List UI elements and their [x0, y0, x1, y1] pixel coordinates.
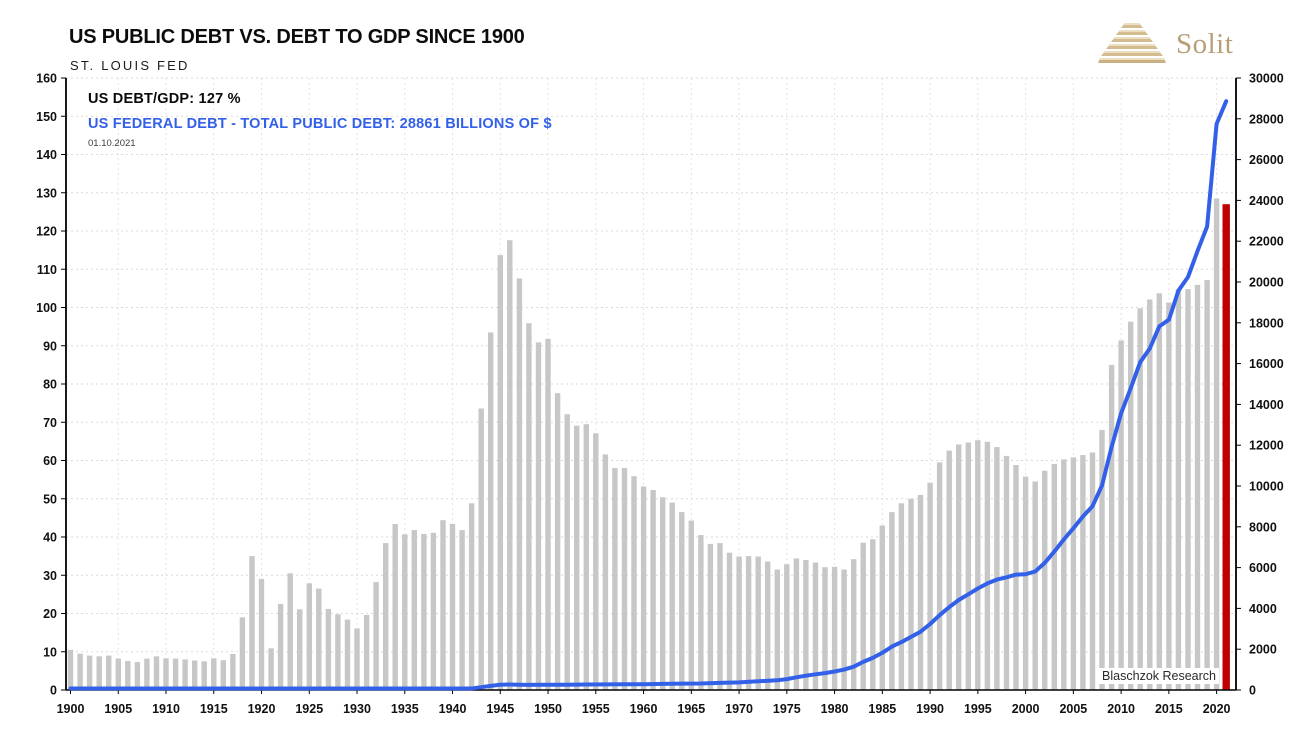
- annotation-date: 01.10.2021: [88, 138, 136, 149]
- left-axis-tick-label: 110: [37, 263, 57, 277]
- total-debt-line: [68, 99, 1229, 691]
- x-axis-tick-label: 2020: [1203, 702, 1231, 716]
- brand-name: Solit: [1176, 27, 1234, 60]
- x-axis-tick-label: 1945: [486, 702, 514, 716]
- current-debt-gdp-bar: [1222, 204, 1230, 690]
- annotation-debt-gdp: US DEBT/GDP: 127 %: [88, 91, 241, 107]
- right-axis-tick-label: 22000: [1249, 235, 1284, 249]
- pyramid-icon: [1098, 23, 1166, 63]
- x-axis-tick-label: 1995: [964, 702, 992, 716]
- left-axis-tick-label: 50: [43, 492, 57, 506]
- left-axis-tick-label: 0: [50, 684, 57, 698]
- page-title: US PUBLIC DEBT VS. DEBT TO GDP SINCE 190…: [69, 26, 525, 48]
- right-axis-tick-label: 14000: [1249, 398, 1284, 412]
- x-axis-tick-label: 2010: [1107, 702, 1135, 716]
- left-axis-tick-label: 130: [36, 186, 57, 200]
- x-axis-tick-label: 1940: [439, 702, 467, 716]
- x-axis-tick-label: 1965: [677, 702, 705, 716]
- x-axis-tick-label: 1905: [104, 702, 132, 716]
- left-axis-tick-label: 120: [36, 225, 57, 239]
- x-axis-tick-label: 1915: [200, 702, 228, 716]
- x-axis-tick-label: 2015: [1155, 702, 1183, 716]
- x-axis-tick-label: 2000: [1012, 702, 1040, 716]
- right-axis-tick-label: 2000: [1249, 643, 1277, 657]
- right-axis-tick-label: 0: [1249, 684, 1256, 698]
- left-axis-tick-label: 30: [43, 569, 57, 583]
- right-axis-tick-label: 28000: [1249, 112, 1284, 126]
- x-axis-tick-label: 1960: [630, 702, 658, 716]
- x-axis-tick-label: 1990: [916, 702, 944, 716]
- left-axis-tick-label: 160: [36, 72, 57, 86]
- x-axis-tick-label: 1975: [773, 702, 801, 716]
- left-axis-tick-label: 70: [43, 416, 57, 430]
- left-axis-tick-label: 90: [43, 339, 57, 353]
- right-axis-tick-label: 18000: [1249, 316, 1284, 330]
- x-axis-tick-label: 1930: [343, 702, 371, 716]
- x-axis-tick-label: 1985: [868, 702, 896, 716]
- x-axis-tick-label: 1920: [248, 702, 276, 716]
- left-axis-tick-label: 100: [36, 301, 57, 315]
- right-axis-tick-label: 8000: [1249, 520, 1277, 534]
- right-axis-tick-label: 30000: [1249, 72, 1284, 86]
- annotation-total-debt: US FEDERAL DEBT - TOTAL PUBLIC DEBT: 288…: [88, 116, 552, 132]
- x-axis-tick-label: 1955: [582, 702, 610, 716]
- gdp-bars: [67, 198, 1220, 691]
- left-axis-tick-label: 40: [43, 531, 57, 545]
- left-axis-tick-label: 80: [43, 378, 57, 392]
- x-axis-tick-label: 1900: [57, 702, 85, 716]
- x-axis-tick-label: 2005: [1059, 702, 1087, 716]
- watermark: Blaschzok Research: [1099, 668, 1219, 684]
- right-axis-tick-label: 16000: [1249, 357, 1284, 371]
- brand-logo: Solit: [1098, 18, 1248, 70]
- x-axis-tick-label: 1925: [295, 702, 323, 716]
- left-axis-tick-label: 140: [36, 148, 57, 162]
- left-axis-tick-label: 60: [43, 454, 57, 468]
- right-axis-tick-label: 20000: [1249, 276, 1284, 290]
- x-axis-tick-label: 1935: [391, 702, 419, 716]
- right-axis-tick-label: 24000: [1249, 194, 1284, 208]
- left-axis-tick-label: 150: [36, 110, 57, 124]
- left-axis-tick-label: 10: [43, 645, 57, 659]
- x-axis-tick-label: 1910: [152, 702, 180, 716]
- right-axis-tick-label: 10000: [1249, 480, 1284, 494]
- x-axis-tick-label: 1980: [821, 702, 849, 716]
- right-axis-tick-label: 26000: [1249, 153, 1284, 167]
- right-axis-tick-label: 12000: [1249, 439, 1284, 453]
- chart-subtitle-source: ST. LOUIS FED: [70, 58, 190, 73]
- right-axis-tick-label: 4000: [1249, 602, 1277, 616]
- right-axis-tick-label: 6000: [1249, 561, 1277, 575]
- left-axis-tick-label: 20: [43, 607, 57, 621]
- x-axis-tick-label: 1950: [534, 702, 562, 716]
- x-axis-tick-label: 1970: [725, 702, 753, 716]
